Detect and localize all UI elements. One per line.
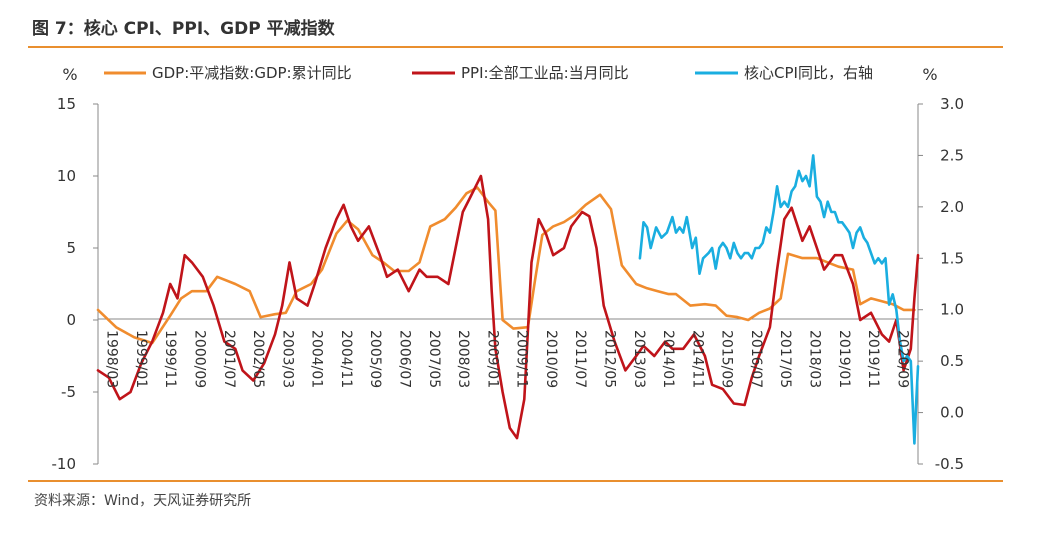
chart-title: 图 7：核心 CPI、PPI、GDP 平减指数: [32, 19, 335, 39]
x-tick-label: 2019/11: [865, 330, 881, 388]
legend-label-cpi: 核心CPI同比，右轴: [744, 64, 873, 82]
x-tick-label: 2008/03: [455, 330, 471, 388]
x-tick-label: 2016/07: [748, 330, 764, 388]
right-tick-label: 0.5: [940, 352, 964, 370]
x-tick-label: 2006/07: [397, 330, 413, 388]
x-tick-label: 2014/11: [689, 330, 705, 388]
series-line-gdp: [96, 186, 916, 345]
source-note: 资料来源：Wind，天风证券研究所: [34, 493, 252, 509]
right-axis-ticks: -0.5 0.0 0.5 1.0 1.5 2.0 2.5 3.0: [918, 95, 964, 473]
x-tick-label: 2009/11: [514, 330, 530, 388]
x-tick-label: 2010/09: [543, 330, 559, 388]
left-tick-label: 5: [66, 239, 76, 257]
x-tick-label: 2019/01: [836, 330, 852, 388]
x-tick-label: 2004/11: [338, 330, 354, 388]
right-tick-label: 2.0: [940, 198, 964, 216]
x-tick-label: 2012/05: [602, 330, 618, 388]
x-tick-label: 2001/07: [221, 330, 237, 388]
x-tick-label: 2015/09: [719, 330, 735, 388]
x-tick-label: 2018/03: [807, 330, 823, 388]
x-tick-label: 2007/05: [426, 330, 442, 388]
legend-label-ppi: PPI:全部工业品:当月同比: [461, 64, 629, 82]
legend-label-gdp: GDP:平减指数:GDP:累计同比: [152, 64, 352, 82]
title-divider: [28, 46, 1003, 48]
right-tick-label: 1.0: [940, 301, 964, 319]
left-tick-label: 10: [57, 167, 76, 185]
right-tick-label: 0.0: [940, 404, 964, 422]
right-tick-label: 3.0: [940, 95, 964, 113]
right-tick-label: 2.5: [940, 146, 964, 164]
right-tick-label: 1.5: [940, 249, 964, 267]
left-tick-label: -5: [61, 383, 76, 401]
x-tick-label: 2013/03: [631, 330, 647, 388]
x-tick-label: 2009/01: [484, 330, 500, 388]
series-lines: [96, 154, 920, 445]
x-tick-label: 2002/05: [250, 330, 266, 388]
x-tick-label: 2000/09: [192, 330, 208, 388]
x-tick-label: 1998/03: [104, 330, 120, 388]
right-axis-unit: %: [922, 65, 937, 84]
x-tick-label: 2004/01: [309, 330, 325, 388]
x-tick-label: 1999/11: [162, 330, 178, 388]
right-tick-label: -0.5: [935, 455, 964, 473]
x-axis-ticks: 1998/03 1999/01 1999/11 2000/09 2001/07 2002/…: [104, 330, 911, 388]
x-tick-label: 2005/09: [367, 330, 383, 388]
left-tick-label: 0: [66, 311, 76, 329]
left-axis-ticks: -10 -5 0 5 10 15: [52, 95, 98, 473]
left-tick-label: -10: [52, 455, 77, 473]
x-tick-label: 2011/07: [572, 330, 588, 388]
chart-area: % % GDP:平减指数:GDP:累计同比 PPI:全部工业品:当月同比 核心C…: [52, 64, 965, 473]
x-tick-label: 2020/09: [894, 330, 910, 388]
series-line-ppi: [96, 174, 920, 440]
series-line-cpi: [638, 154, 920, 445]
left-tick-label: 15: [57, 95, 76, 113]
x-tick-label: 1999/01: [133, 330, 149, 388]
legend: GDP:平减指数:GDP:累计同比 PPI:全部工业品:当月同比 核心CPI同比…: [104, 64, 873, 82]
x-tick-label: 2014/01: [660, 330, 676, 388]
footer-divider: [28, 480, 1003, 482]
x-tick-label: 2003/03: [279, 330, 295, 388]
left-axis-unit: %: [62, 65, 77, 84]
x-tick-label: 2017/05: [777, 330, 793, 388]
